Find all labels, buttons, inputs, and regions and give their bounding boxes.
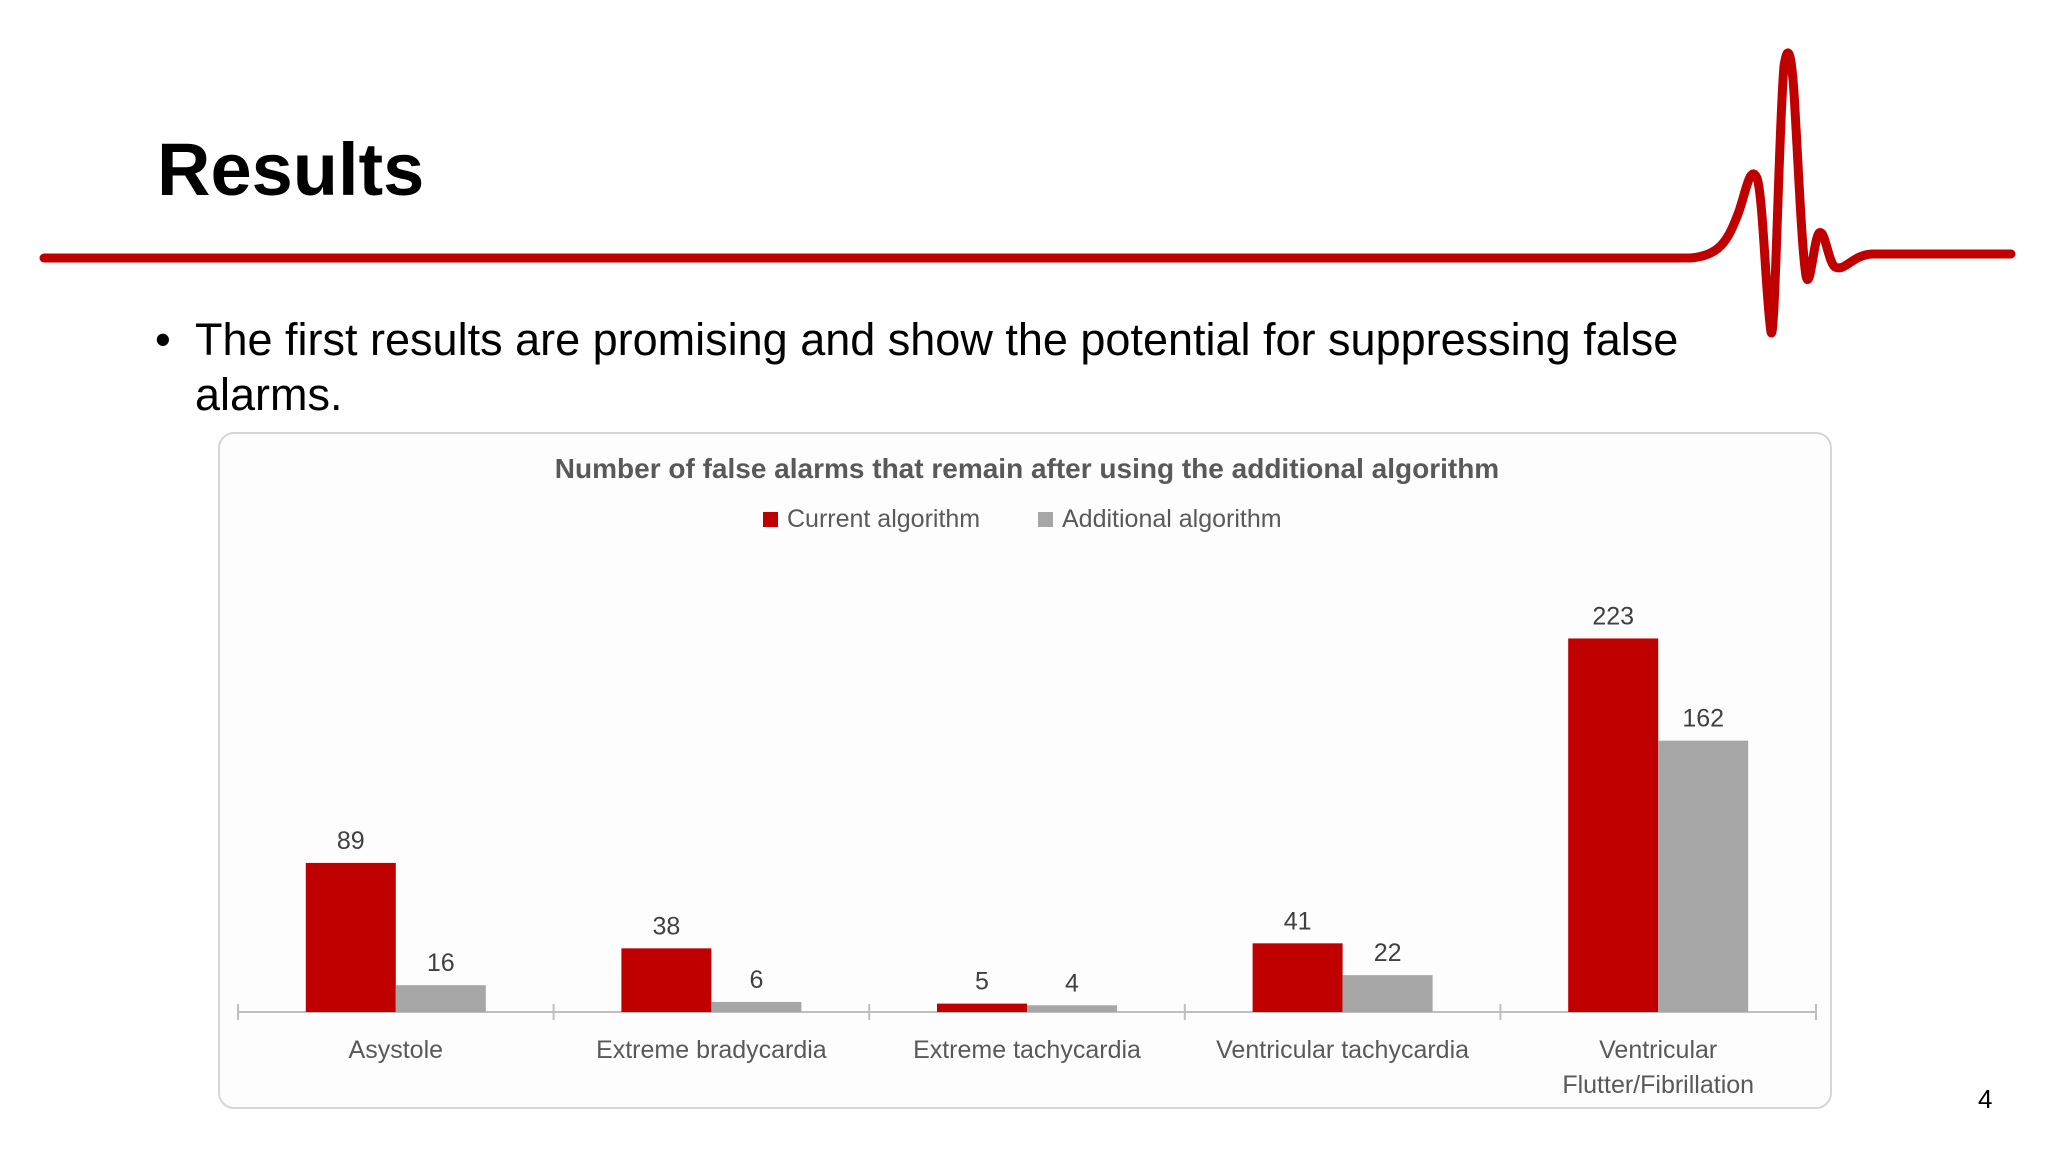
legend-label-1: Current algorithm: [787, 505, 980, 533]
x-tick-label: Extreme bradycardia: [596, 1036, 827, 1064]
data-label-1-2: 38: [652, 912, 680, 940]
data-label-2-3: 4: [1065, 969, 1079, 997]
data-label-1-5: 223: [1592, 602, 1634, 630]
legend-label-2: Additional algorithm: [1062, 505, 1282, 533]
bar-2-5: [1658, 740, 1749, 1012]
bar-1-5: [1568, 638, 1659, 1012]
data-label-1-3: 5: [975, 968, 989, 996]
data-label-2-2: 6: [749, 966, 763, 994]
slide-title: Results: [157, 128, 425, 211]
bar-1-3: [937, 1003, 1027, 1012]
x-tick-label: Ventricular tachycardia: [1216, 1036, 1469, 1064]
bar-1-1: [305, 862, 396, 1012]
page-number: 4: [1978, 1084, 1993, 1114]
bullet-text: The first results are promising and show…: [195, 314, 1679, 420]
x-tick-label: Extreme tachycardia: [913, 1036, 1141, 1064]
x-tick-label: Flutter/Fibrillation: [1562, 1071, 1754, 1099]
bar-2-2: [711, 1001, 802, 1012]
bar-2-3: [1027, 1005, 1117, 1012]
legend-swatch-2: [1038, 512, 1053, 527]
bar-2-1: [395, 985, 486, 1012]
bullet-marker: •: [155, 314, 171, 365]
chart-title: Number of false alarms that remain after…: [555, 453, 1499, 484]
data-label-2-4: 22: [1374, 939, 1402, 967]
bar-2-4: [1342, 975, 1433, 1012]
bar-chart-canvas: Number of false alarms that remain after…: [237, 453, 1817, 1099]
bullet-point: • The first results are promising and sh…: [155, 312, 1715, 422]
data-label-1-1: 89: [337, 827, 365, 855]
bar-1-4: [1252, 943, 1343, 1012]
x-tick-label: Asystole: [349, 1036, 443, 1064]
bar-chart: Number of false alarms that remain after…: [218, 432, 1832, 1109]
data-label-1-4: 41: [1284, 907, 1312, 935]
legend-swatch-1: [763, 512, 778, 527]
ecg-heartbeat-line: [39, 48, 2016, 338]
data-label-2-5: 162: [1682, 705, 1724, 733]
data-label-2-1: 16: [427, 949, 455, 977]
x-tick-label: Ventricular: [1599, 1036, 1717, 1064]
bar-1-2: [621, 948, 712, 1012]
